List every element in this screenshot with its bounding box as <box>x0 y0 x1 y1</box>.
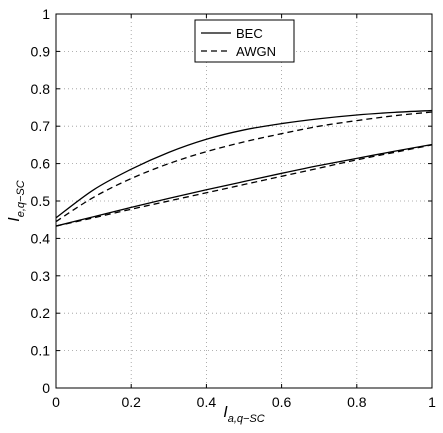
y-tick-label: 0.1 <box>31 343 51 359</box>
series-line-dashed-3 <box>55 111 433 223</box>
series-line-dashed-4 <box>55 144 433 227</box>
x-axis-label-sub: a,q−SC <box>228 413 265 425</box>
legend-box <box>194 19 295 63</box>
y-axis-label: Ie,q−SC <box>6 180 27 222</box>
y-tick-label: 0 <box>42 380 50 396</box>
legend-label-awgn: AWGN <box>236 44 276 59</box>
y-axis-label-sub: e,q−SC <box>15 180 27 217</box>
series-line-solid-1 <box>55 109 433 219</box>
x-tick-label: 1 <box>428 394 436 410</box>
x-tick-label: 0.2 <box>121 394 141 410</box>
y-tick-label: 0.6 <box>31 156 51 172</box>
y-tick-label: 0.2 <box>31 305 51 321</box>
x-tick-label: 0.4 <box>197 394 217 410</box>
x-tick-label: 0.6 <box>272 394 292 410</box>
y-tick-label: 0.4 <box>31 230 51 246</box>
series-group <box>55 109 433 227</box>
y-tick-label: 0.8 <box>31 81 51 97</box>
y-tick-label: 0.3 <box>31 268 51 284</box>
y-tick-label: 0.9 <box>31 43 51 59</box>
y-tick-label: 1 <box>42 6 50 22</box>
series-line-solid-2 <box>55 143 433 227</box>
y-axis-label-base: I <box>6 217 23 222</box>
y-tick-label: 0.5 <box>31 193 51 209</box>
legend: BEC AWGN <box>194 19 295 63</box>
x-tick-label: 0.8 <box>347 394 367 410</box>
y-tick-label: 0.7 <box>31 118 51 134</box>
x-axis-label-base: I <box>223 404 228 421</box>
x-tick-label: 0 <box>52 394 60 410</box>
legend-label-bec: BEC <box>236 26 263 41</box>
x-axis-label: Ia,q−SC <box>223 404 265 425</box>
ticks: 0 0.2 0.4 0.6 0.8 1 0 0.1 0.2 0.3 0.4 0.5 0.6 0.7 0.8 0… <box>31 6 437 410</box>
